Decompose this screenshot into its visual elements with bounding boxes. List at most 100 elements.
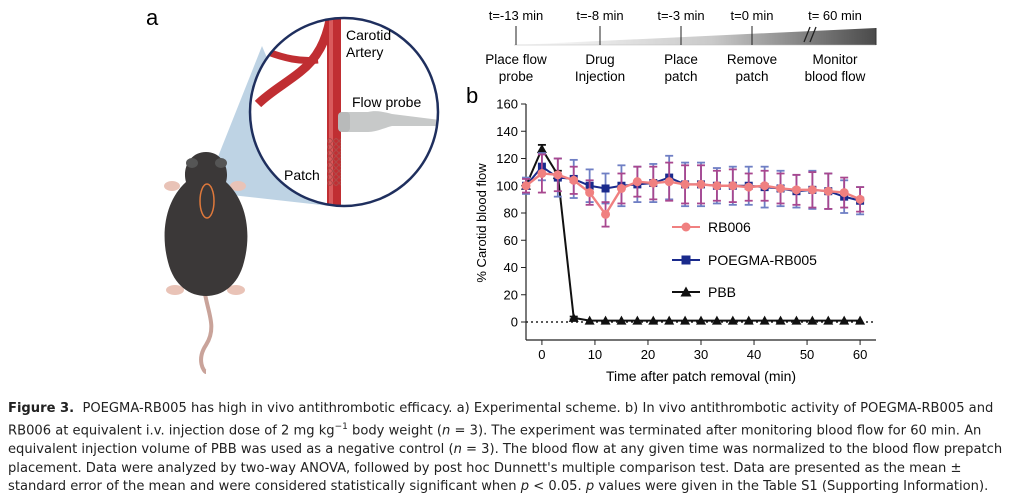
data-point bbox=[855, 194, 865, 204]
timeline-time-0: t=-13 min bbox=[489, 8, 544, 23]
x-tick-label: 40 bbox=[747, 347, 761, 362]
x-tick-label: 60 bbox=[853, 347, 867, 362]
data-point bbox=[823, 315, 834, 325]
timeline: t=-13 min Place flow probe t=-8 min Drug Inje… bbox=[485, 8, 877, 84]
legend-marker bbox=[681, 255, 691, 265]
blood-flow-chart: 0 20 40 60 80 100 120 140 160 0 10 20 30 40 50 60 Time a… bbox=[474, 97, 876, 384]
figure-3: a Carotid Artery Flow probe Patch bbox=[146, 5, 877, 384]
data-point bbox=[744, 182, 754, 192]
mouse-illustration bbox=[164, 152, 248, 374]
data-point bbox=[600, 315, 611, 325]
caption-text-3: = 3). The blood flow at any given time w… bbox=[8, 442, 1003, 494]
data-point bbox=[584, 315, 595, 325]
data-point bbox=[585, 188, 595, 198]
data-point bbox=[855, 315, 866, 325]
timeline-time-2: t=-3 min bbox=[657, 8, 704, 23]
caption-text-2: = 3). The experiment was terminated afte… bbox=[8, 423, 982, 458]
x-tick-label: 50 bbox=[800, 347, 814, 362]
panel-b-label: b bbox=[466, 83, 478, 108]
data-point bbox=[728, 181, 738, 191]
legend: RB006 POEGMA-RB005 PBB bbox=[672, 219, 817, 300]
legend-marker bbox=[680, 286, 692, 297]
caption-label: Figure 3. bbox=[8, 401, 75, 416]
data-point bbox=[743, 315, 754, 325]
timeline-label-1: Drug bbox=[585, 52, 614, 67]
y-tick-label: 140 bbox=[496, 124, 518, 139]
data-point bbox=[711, 315, 722, 325]
timeline-label2-0: probe bbox=[499, 69, 534, 84]
carotid-artery-label: Carotid bbox=[346, 27, 391, 43]
data-point bbox=[696, 179, 706, 189]
legend-label: PBB bbox=[708, 284, 736, 300]
data-point bbox=[537, 168, 547, 178]
y-tick-label: 60 bbox=[504, 233, 518, 248]
caption-text-1: body weight ( bbox=[347, 423, 443, 439]
x-tick-label: 10 bbox=[588, 347, 602, 362]
data-point bbox=[568, 312, 579, 322]
data-point bbox=[664, 177, 674, 187]
caption-p-2: p bbox=[585, 478, 595, 494]
data-point bbox=[536, 143, 547, 153]
x-tick-label: 0 bbox=[538, 347, 545, 362]
data-point bbox=[791, 185, 801, 195]
data-point bbox=[775, 315, 786, 325]
data-point bbox=[616, 315, 627, 325]
data-point bbox=[839, 315, 850, 325]
data-point bbox=[616, 183, 626, 193]
data-point bbox=[680, 315, 691, 325]
caption-title: POEGMA-RB005 has high in vivo antithromb… bbox=[8, 401, 994, 439]
x-tick-label: 30 bbox=[694, 347, 708, 362]
series-rb006 bbox=[521, 153, 865, 228]
data-point bbox=[759, 315, 770, 325]
timeline-label-2: Place bbox=[664, 52, 698, 67]
timeline-time-4: t= 60 min bbox=[808, 8, 862, 23]
legend-label: POEGMA-RB005 bbox=[708, 252, 817, 268]
data-point bbox=[839, 188, 849, 198]
data-point bbox=[760, 181, 770, 191]
data-point bbox=[823, 186, 833, 196]
caption-exponent: −1 bbox=[334, 422, 348, 433]
data-point bbox=[680, 179, 690, 189]
flow-probe-label: Flow probe bbox=[352, 94, 421, 110]
y-tick-label: 0 bbox=[511, 315, 518, 330]
data-point bbox=[601, 184, 610, 193]
y-tick-label: 80 bbox=[504, 206, 518, 221]
timeline-label2-4: blood flow bbox=[805, 69, 866, 84]
data-point bbox=[664, 315, 675, 325]
timeline-time-3: t=0 min bbox=[731, 8, 774, 23]
caption-text-4: < 0.05. bbox=[529, 478, 586, 494]
y-tick-label: 40 bbox=[504, 260, 518, 275]
timeline-label2-1: Injection bbox=[575, 69, 625, 84]
series-line bbox=[525, 172, 861, 217]
data-point bbox=[601, 209, 611, 219]
carotid-artery-label-2: Artery bbox=[346, 44, 383, 60]
data-point bbox=[776, 183, 786, 193]
data-point bbox=[696, 315, 706, 325]
data-point bbox=[648, 178, 658, 188]
caption-text-5: values were given in the Table S1 (Suppo… bbox=[594, 478, 989, 494]
x-tick-label: 20 bbox=[641, 347, 655, 362]
x-axis-label: Time after patch removal (min) bbox=[606, 368, 796, 384]
caption-p-1: p bbox=[520, 478, 530, 494]
legend-label: RB006 bbox=[708, 219, 751, 235]
caption-n-2: n bbox=[453, 442, 462, 458]
series-line bbox=[525, 146, 861, 322]
data-point bbox=[632, 177, 642, 187]
data-point bbox=[712, 181, 722, 191]
caption-n-1: n bbox=[442, 423, 451, 439]
data-point bbox=[807, 315, 818, 325]
y-tick-label: 20 bbox=[504, 287, 518, 302]
data-point bbox=[553, 170, 563, 180]
data-point bbox=[727, 315, 738, 325]
data-point bbox=[648, 315, 659, 325]
data-point bbox=[791, 315, 802, 325]
timeline-label-4: Monitor bbox=[812, 52, 858, 67]
y-tick-label: 120 bbox=[496, 151, 518, 166]
panel-a-label: a bbox=[146, 5, 159, 30]
timeline-label-0: Place flow bbox=[485, 52, 547, 67]
timeline-gradient-bar bbox=[514, 28, 876, 45]
timeline-time-1: t=-8 min bbox=[576, 8, 623, 23]
y-tick-label: 100 bbox=[496, 178, 518, 193]
legend-marker bbox=[681, 222, 691, 232]
data-point bbox=[632, 315, 643, 325]
